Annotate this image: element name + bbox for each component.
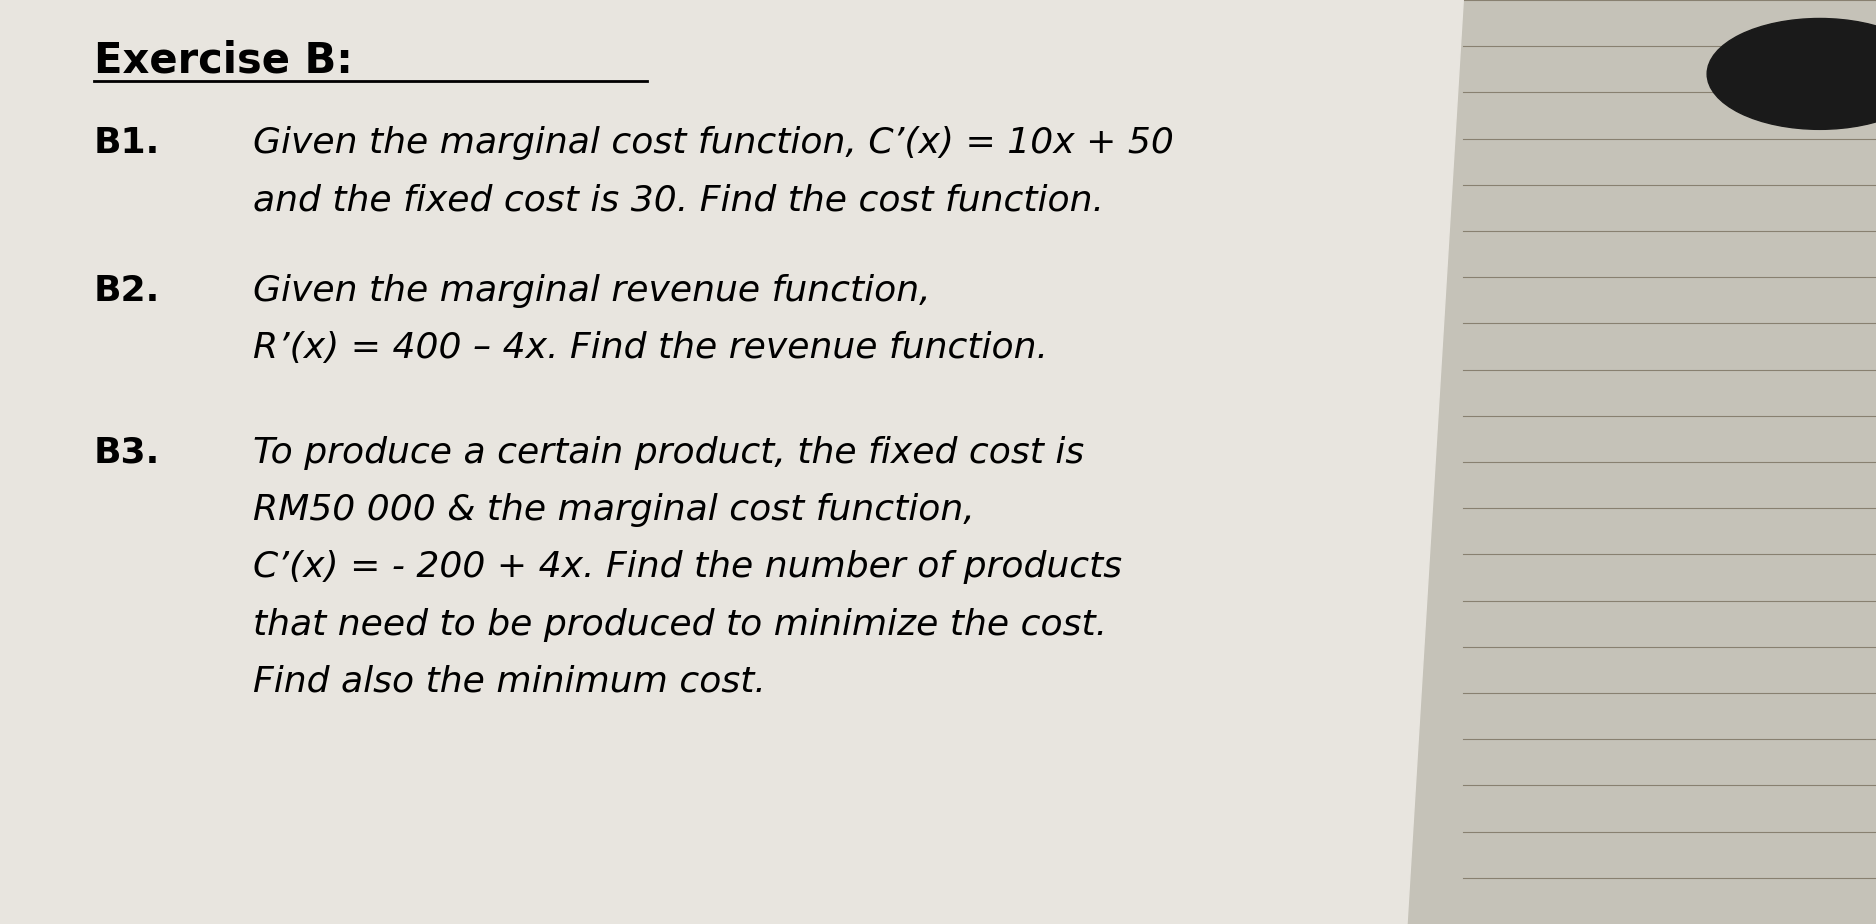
- Text: Given the marginal cost function, C’(x) = 10x + 50: Given the marginal cost function, C’(x) …: [253, 127, 1174, 160]
- Polygon shape: [1407, 0, 1463, 924]
- Polygon shape: [1407, 0, 1876, 924]
- Text: Exercise B:: Exercise B:: [94, 39, 353, 81]
- FancyBboxPatch shape: [0, 0, 1407, 924]
- Text: R’(x) = 400 – 4x. Find the revenue function.: R’(x) = 400 – 4x. Find the revenue funct…: [253, 332, 1049, 365]
- Text: that need to be produced to minimize the cost.: that need to be produced to minimize the…: [253, 608, 1107, 641]
- Text: C’(x) = - 200 + 4x. Find the number of products: C’(x) = - 200 + 4x. Find the number of p…: [253, 551, 1122, 584]
- Circle shape: [1707, 18, 1876, 129]
- Text: Find also the minimum cost.: Find also the minimum cost.: [253, 665, 765, 699]
- Text: B2.: B2.: [94, 274, 159, 308]
- Polygon shape: [1407, 0, 1876, 924]
- Text: and the fixed cost is 30. Find the cost function.: and the fixed cost is 30. Find the cost …: [253, 184, 1105, 217]
- Text: To produce a certain product, the fixed cost is: To produce a certain product, the fixed …: [253, 436, 1084, 469]
- Text: Given the marginal revenue function,: Given the marginal revenue function,: [253, 274, 930, 308]
- Polygon shape: [0, 0, 1407, 924]
- Text: B1.: B1.: [94, 127, 159, 160]
- Text: B3.: B3.: [94, 436, 159, 469]
- FancyBboxPatch shape: [1463, 0, 1876, 924]
- Text: RM50 000 & the marginal cost function,: RM50 000 & the marginal cost function,: [253, 493, 976, 527]
